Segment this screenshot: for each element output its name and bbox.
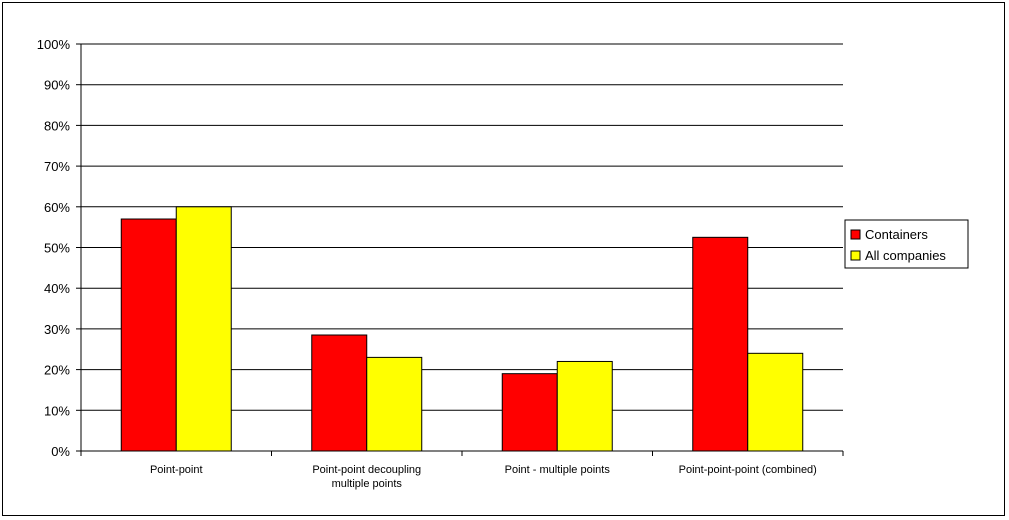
legend-label: All companies (865, 248, 946, 263)
x-tick-label: Point-point decoupling (312, 464, 421, 476)
y-tick-label: 0% (51, 444, 70, 459)
y-tick-label: 40% (44, 281, 70, 296)
legend-box (844, 219, 969, 269)
y-tick-label: 90% (44, 78, 70, 93)
y-tick-label: 70% (44, 159, 70, 174)
y-tick-label: 20% (44, 363, 70, 378)
y-tick-label: 60% (44, 200, 70, 215)
bar-all-companies (556, 360, 613, 452)
legend: Containers All companies (844, 219, 969, 269)
y-tick-labels: 0% 10% 20% 30% 40% 50% 60% 70% 80% 90% 100% (37, 37, 71, 459)
legend-swatch (850, 250, 861, 261)
bar-all-companies (175, 206, 232, 452)
bar-all-companies (366, 356, 423, 452)
bar-containers (120, 218, 177, 452)
y-tick-label: 30% (44, 322, 70, 337)
bar-containers (692, 236, 749, 452)
y-tick-label: 80% (44, 118, 70, 133)
bar-all-companies (747, 352, 804, 452)
x-tick-labels: Point-point Point-point decoupling multipl… (150, 464, 817, 490)
y-tick-label: 10% (44, 403, 70, 418)
x-tick-label: Point - multiple points (505, 464, 611, 476)
y-tick-label: 100% (37, 37, 71, 52)
y-tick-label: 50% (44, 241, 70, 256)
legend-swatch (850, 229, 861, 240)
bar-containers (501, 373, 558, 452)
x-tick-label: Point-point (150, 464, 203, 476)
axes (76, 43, 844, 456)
bar-containers (311, 334, 368, 452)
x-tick-label: Point-point-point (combined) (679, 464, 817, 476)
legend-label: Containers (865, 227, 928, 242)
x-tick-label: multiple points (332, 478, 403, 490)
